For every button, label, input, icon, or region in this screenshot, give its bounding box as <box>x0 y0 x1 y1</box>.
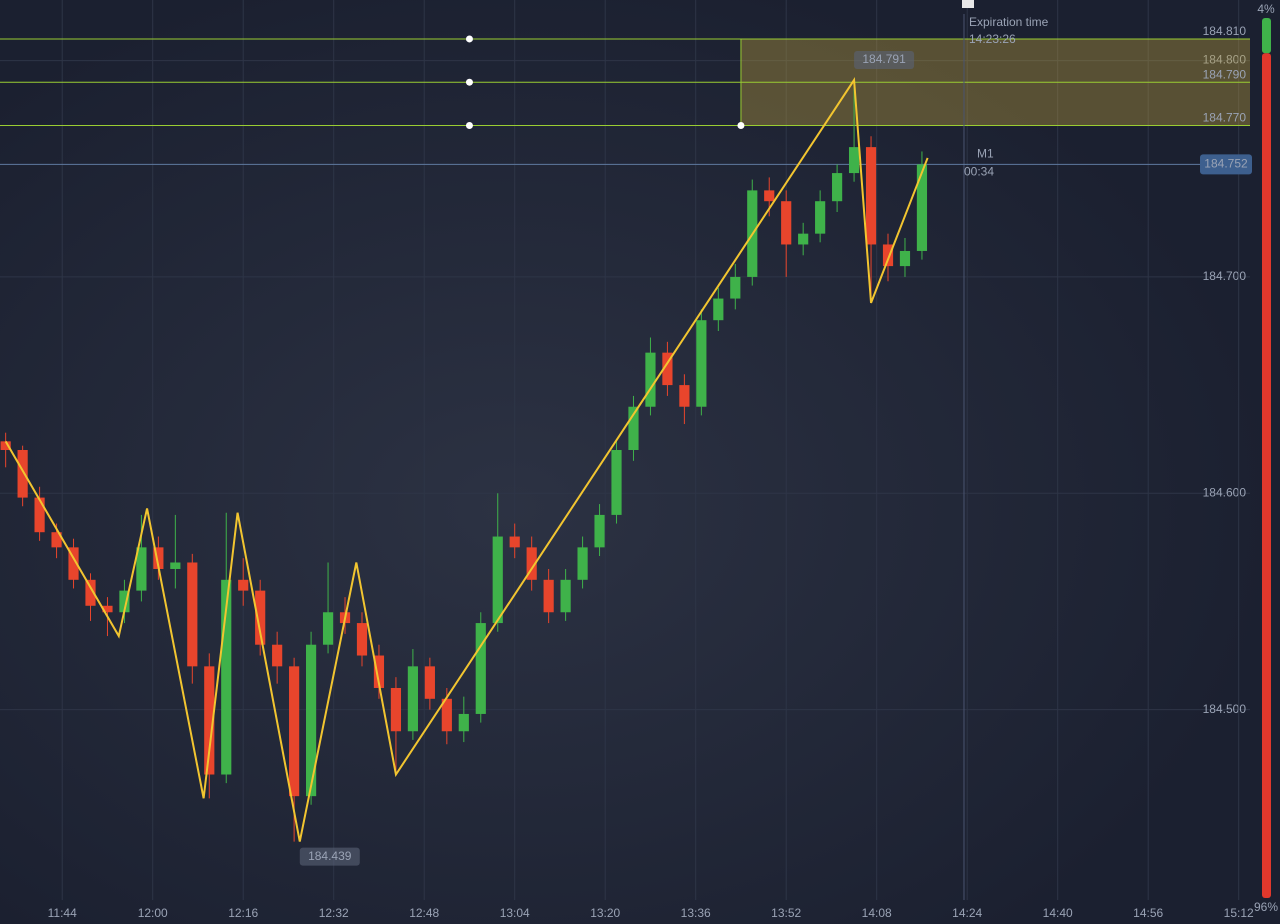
zone-handle <box>737 121 745 129</box>
x-tick-label: 15:12 <box>1224 906 1254 920</box>
candle-body <box>815 201 826 234</box>
sentiment-label: 96% <box>1254 900 1278 914</box>
candle-body <box>322 612 334 645</box>
candle-body <box>255 590 266 645</box>
annotation-label: 184.439 <box>308 849 352 863</box>
candle-body <box>865 147 877 245</box>
level-label: 184.770 <box>1203 111 1247 125</box>
x-tick-label: 13:20 <box>590 906 620 920</box>
candle-body <box>475 623 486 714</box>
candle-body <box>662 352 673 386</box>
candle-body <box>628 406 639 450</box>
candle-body <box>526 547 537 580</box>
candle-body <box>373 655 385 688</box>
candle-body <box>68 547 79 580</box>
expiration-flag <box>961 0 974 8</box>
candle-body <box>832 173 843 202</box>
candle-body <box>509 536 520 548</box>
x-tick-label: 12:48 <box>409 906 439 920</box>
expiration-title: Expiration time <box>969 15 1049 29</box>
candle-body <box>85 579 96 606</box>
candle-body <box>136 547 147 591</box>
y-tick-label: 184.600 <box>1203 485 1247 499</box>
current-price-label: 184.752 <box>1204 157 1248 171</box>
level-handle <box>465 121 473 129</box>
candle-body <box>764 190 775 202</box>
x-tick-label: 13:52 <box>771 906 801 920</box>
candle-body <box>730 276 741 299</box>
candle-body <box>272 644 283 667</box>
x-tick-label: 14:24 <box>952 906 982 920</box>
candle-body <box>289 666 300 797</box>
candle-body <box>543 579 554 613</box>
x-tick-label: 14:56 <box>1133 906 1163 920</box>
sentiment-bar <box>1262 53 1271 898</box>
candle-body <box>153 547 164 569</box>
candle-body <box>204 666 215 775</box>
timer: 00:34 <box>964 165 994 179</box>
x-tick-label: 14:40 <box>1043 906 1073 920</box>
level-label: 184.810 <box>1203 24 1247 38</box>
x-tick-label: 12:32 <box>319 906 349 920</box>
candle-body <box>102 605 113 613</box>
candle-body <box>441 698 452 732</box>
candle-body <box>238 579 249 591</box>
candle-body <box>424 666 435 699</box>
x-tick-label: 13:04 <box>500 906 530 920</box>
x-tick-label: 13:36 <box>681 906 711 920</box>
y-tick-label: 184.800 <box>1203 53 1247 67</box>
y-tick-label: 184.500 <box>1203 702 1247 716</box>
candle-body <box>899 250 911 267</box>
expiration-time: 14:23:26 <box>969 32 1016 46</box>
candle-body <box>119 590 130 613</box>
level-label: 184.790 <box>1203 67 1247 81</box>
candle-body <box>305 644 317 797</box>
candle-body <box>679 385 690 407</box>
candle-body <box>696 320 707 407</box>
candle-body <box>407 666 418 732</box>
annotation-box <box>299 847 360 866</box>
candle-body <box>645 352 656 407</box>
candle-body <box>781 201 792 245</box>
candle-body <box>356 623 368 656</box>
candle-body <box>560 579 571 613</box>
x-tick-label: 12:00 <box>138 906 168 920</box>
candle-body <box>390 687 402 732</box>
sentiment-label: 4% <box>1257 2 1275 16</box>
x-tick-label: 14:08 <box>862 906 892 920</box>
candle-body <box>221 579 232 775</box>
annotation-box <box>854 51 915 70</box>
candle-body <box>577 547 588 580</box>
candle-body <box>713 298 724 321</box>
candle-body <box>882 244 894 267</box>
candle-body <box>798 233 809 245</box>
candle-body <box>594 514 605 548</box>
candle-body <box>848 147 860 174</box>
candle-body <box>170 562 181 569</box>
candle-body <box>51 532 62 548</box>
zigzag-line <box>4 77 929 842</box>
y-tick-label: 184.700 <box>1203 269 1247 283</box>
candle-body <box>492 536 503 624</box>
current-price-box <box>1200 154 1252 175</box>
sentiment-bar <box>1262 18 1271 54</box>
x-tick-label: 11:44 <box>48 906 77 920</box>
candle-body <box>187 562 198 667</box>
timeframe: M1 <box>977 147 994 161</box>
candle-body <box>611 450 622 515</box>
candle-body <box>458 713 469 732</box>
candle-body <box>916 164 928 251</box>
candle-body <box>0 441 11 450</box>
candle-body <box>34 497 45 533</box>
annotation-label: 184.791 <box>862 52 906 66</box>
x-tick-label: 12:16 <box>228 906 258 920</box>
level-handle <box>465 78 473 86</box>
level-handle <box>465 35 473 43</box>
candle-body <box>17 450 28 498</box>
